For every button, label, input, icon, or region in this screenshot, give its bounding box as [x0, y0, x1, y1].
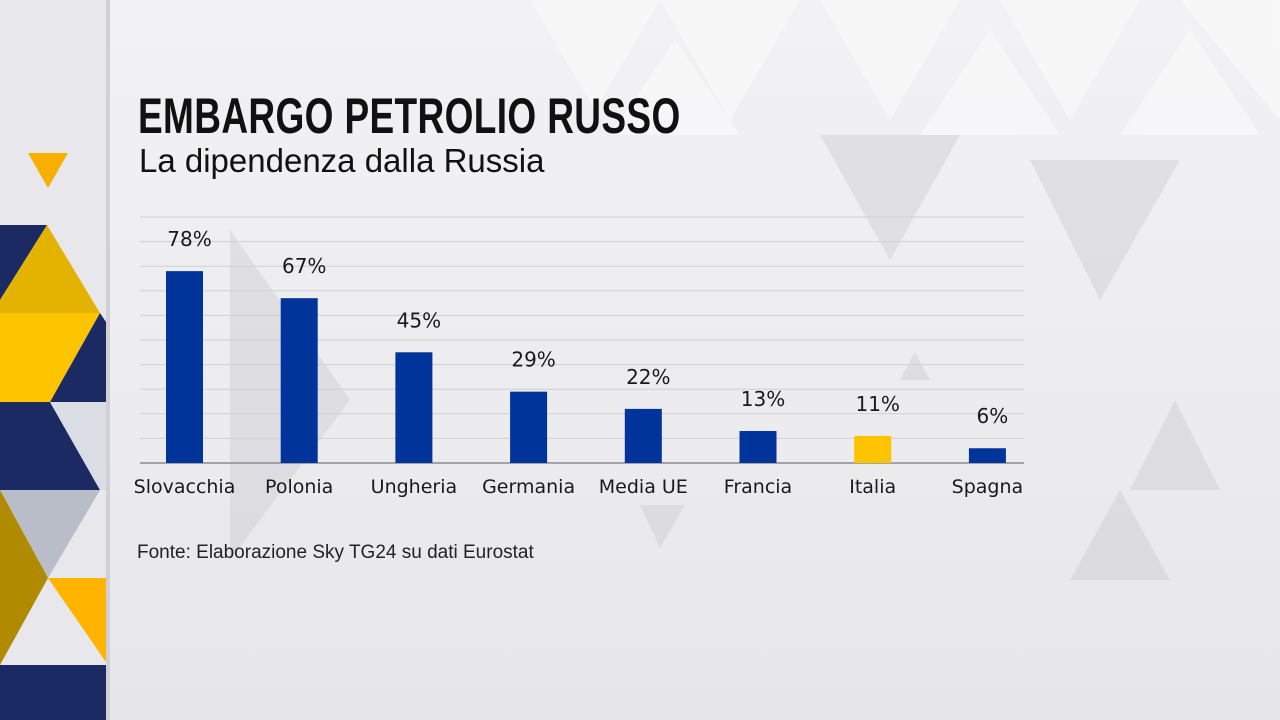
category-label: Spagna: [952, 476, 1024, 498]
category-label: Slovacchia: [134, 476, 236, 498]
data-label: 29%: [511, 348, 555, 372]
data-label: 11%: [855, 392, 899, 416]
bar-ungheria: [395, 352, 433, 463]
bar-spagna: [968, 448, 1006, 463]
category-label: Germania: [482, 476, 575, 498]
chart-title: EMBARGO PETROLIO RUSSO: [138, 88, 681, 144]
data-label: 6%: [977, 404, 1009, 428]
category-label: Francia: [724, 476, 792, 498]
bar-media-ue: [624, 408, 662, 463]
source-note: Fonte: Elaborazione Sky TG24 su dati Eur…: [137, 542, 534, 563]
category-label: Media UE: [599, 476, 688, 498]
chart-subtitle: La dipendenza dalla Russia: [139, 142, 545, 179]
bar-francia: [739, 431, 777, 463]
data-label: 67%: [282, 254, 326, 278]
data-label: 22%: [626, 365, 670, 389]
category-label: Ungheria: [371, 476, 457, 498]
bar-germania: [510, 391, 548, 463]
data-label: 13%: [741, 387, 785, 411]
category-label: Polonia: [265, 476, 333, 498]
bar-italia: [854, 435, 892, 463]
data-label: 45%: [397, 308, 441, 332]
category-label: Italia: [849, 476, 896, 498]
data-label: 78%: [167, 227, 211, 251]
bar-slovacchia: [166, 271, 203, 463]
bar-polonia: [280, 298, 318, 463]
